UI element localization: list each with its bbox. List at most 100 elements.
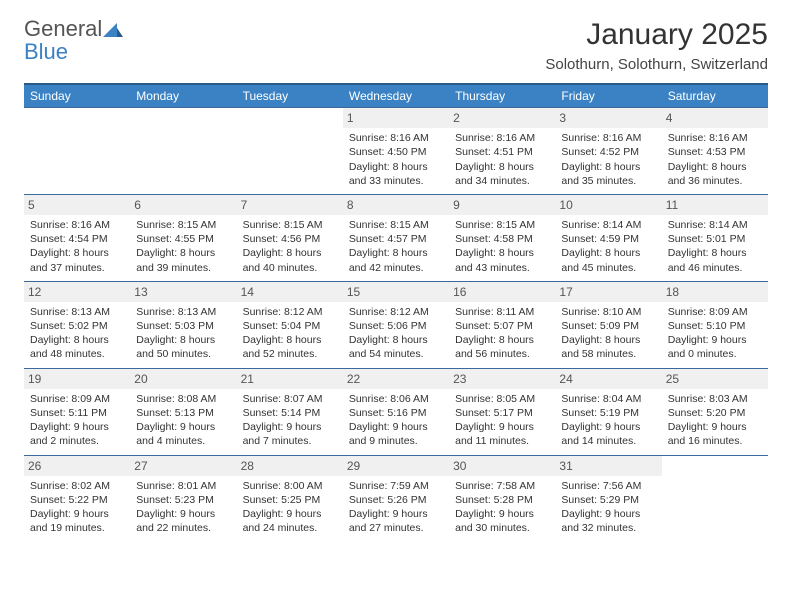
calendar-day-cell: 14Sunrise: 8:12 AMSunset: 5:04 PMDayligh… [237,281,343,368]
empty-day [24,108,130,124]
day-details: Sunrise: 7:59 AMSunset: 5:26 PMDaylight:… [349,479,443,536]
calendar-day-cell: 23 Sunrise: 8:05 AMSunset: 5:17 PMDayligh… [449,368,555,455]
calendar-day-cell: 30Sunrise: 7:58 AMSunset: 5:28 PMDayligh… [449,455,555,541]
day-number: 7 [237,195,343,215]
empty-day [662,456,768,472]
day-number: 1 [343,108,449,128]
day-number: 28 [237,456,343,476]
dow-wednesday: Wednesday [343,84,449,108]
day-number: 11 [662,195,768,215]
day-number: 17 [555,282,661,302]
day-details: Sunrise: 8:01 AMSunset: 5:23 PMDaylight:… [136,479,230,536]
location-text: Solothurn, Solothurn, Switzerland [545,56,768,73]
day-number: 27 [130,456,236,476]
day-number: 10 [555,195,661,215]
day-details: Sunrise: 8:12 AMSunset: 5:04 PMDaylight:… [243,305,337,362]
day-number: 13 [130,282,236,302]
day-number: 15 [343,282,449,302]
calendar-day-cell: 20 Sunrise: 8:08 AMSunset: 5:13 PMDayligh… [130,368,236,455]
day-details: Sunrise: 8:02 AMSunset: 5:22 PMDaylight:… [30,479,124,536]
brand-name: General Blue [24,18,123,63]
calendar-day-cell [24,108,130,195]
day-number: 6 [130,195,236,215]
day-number: 23 [449,369,555,389]
calendar-day-cell: 25Sunrise: 8:03 AMSunset: 5:20 PMDayligh… [662,368,768,455]
day-number: 20 [130,369,236,389]
day-details: Sunrise: 8:08 AMSunset: 5:13 PMDaylight:… [136,392,230,449]
calendar-day-cell: 22 Sunrise: 8:06 AMSunset: 5:16 PMDayligh… [343,368,449,455]
calendar-day-cell: 13 Sunrise: 8:13 AMSunset: 5:03 PMDayligh… [130,281,236,368]
day-number: 4 [662,108,768,128]
day-number: 31 [555,456,661,476]
day-details: Sunrise: 8:11 AMSunset: 5:07 PMDaylight:… [455,305,549,362]
day-number: 21 [237,369,343,389]
day-details: Sunrise: 8:15 AMSunset: 4:55 PMDaylight:… [136,218,230,275]
dow-tuesday: Tuesday [237,84,343,108]
day-details: Sunrise: 8:16 AMSunset: 4:51 PMDaylight:… [455,131,549,188]
day-details: Sunrise: 8:05 AMSunset: 5:17 PMDaylight:… [455,392,549,449]
calendar-day-cell: 26 Sunrise: 8:02 AMSunset: 5:22 PMDayligh… [24,455,130,541]
day-details: Sunrise: 8:10 AMSunset: 5:09 PMDaylight:… [561,305,655,362]
day-number: 30 [449,456,555,476]
day-number: 2 [449,108,555,128]
calendar-day-cell: 24Sunrise: 8:04 AMSunset: 5:19 PMDayligh… [555,368,661,455]
dow-monday: Monday [130,84,236,108]
day-details: Sunrise: 8:14 AMSunset: 4:59 PMDaylight:… [561,218,655,275]
calendar-page: General Blue January 2025 Solothurn, Sol… [0,0,792,559]
day-details: Sunrise: 8:16 AMSunset: 4:52 PMDaylight:… [561,131,655,188]
day-number: 9 [449,195,555,215]
calendar-day-cell [662,455,768,541]
day-number: 12 [24,282,130,302]
calendar-day-cell: 2 Sunrise: 8:16 AMSunset: 4:51 PMDaylight… [449,108,555,195]
month-title: January 2025 [545,18,768,52]
calendar-day-cell: 27 Sunrise: 8:01 AMSunset: 5:23 PMDayligh… [130,455,236,541]
brand-name-part1: General [24,16,102,41]
day-details: Sunrise: 8:09 AMSunset: 5:11 PMDaylight:… [30,392,124,449]
day-details: Sunrise: 8:15 AMSunset: 4:56 PMDaylight:… [243,218,337,275]
day-number: 8 [343,195,449,215]
empty-day [237,108,343,124]
calendar-week-row: 26 Sunrise: 8:02 AMSunset: 5:22 PMDayligh… [24,455,768,541]
day-details: Sunrise: 8:15 AMSunset: 4:58 PMDaylight:… [455,218,549,275]
day-details: Sunrise: 8:09 AMSunset: 5:10 PMDaylight:… [668,305,762,362]
day-number: 16 [449,282,555,302]
day-details: Sunrise: 8:16 AMSunset: 4:53 PMDaylight:… [668,131,762,188]
calendar-day-cell: 6 Sunrise: 8:15 AMSunset: 4:55 PMDaylight… [130,194,236,281]
calendar-day-cell: 10 Sunrise: 8:14 AMSunset: 4:59 PMDayligh… [555,194,661,281]
day-details: Sunrise: 8:12 AMSunset: 5:06 PMDaylight:… [349,305,443,362]
day-details: Sunrise: 8:03 AMSunset: 5:20 PMDaylight:… [668,392,762,449]
calendar-day-cell: 11 Sunrise: 8:14 AMSunset: 5:01 PMDayligh… [662,194,768,281]
calendar-day-cell: 16 Sunrise: 8:11 AMSunset: 5:07 PMDayligh… [449,281,555,368]
day-number: 19 [24,369,130,389]
brand-logo: General Blue [24,18,123,63]
day-details: Sunrise: 8:06 AMSunset: 5:16 PMDaylight:… [349,392,443,449]
day-details: Sunrise: 8:13 AMSunset: 5:03 PMDaylight:… [136,305,230,362]
calendar-day-cell: 31 Sunrise: 7:56 AMSunset: 5:29 PMDayligh… [555,455,661,541]
calendar-day-cell [237,108,343,195]
day-details: Sunrise: 8:00 AMSunset: 5:25 PMDaylight:… [243,479,337,536]
brand-name-part2: Blue [24,39,68,64]
day-details: Sunrise: 8:15 AMSunset: 4:57 PMDaylight:… [349,218,443,275]
day-details: Sunrise: 7:56 AMSunset: 5:29 PMDaylight:… [561,479,655,536]
day-details: Sunrise: 8:16 AMSunset: 4:50 PMDaylight:… [349,131,443,188]
dow-friday: Friday [555,84,661,108]
calendar-week-row: 1 Sunrise: 8:16 AMSunset: 4:50 PMDaylight… [24,108,768,195]
calendar-day-cell: 28 Sunrise: 8:00 AMSunset: 5:25 PMDayligh… [237,455,343,541]
day-details: Sunrise: 8:14 AMSunset: 5:01 PMDaylight:… [668,218,762,275]
dow-thursday: Thursday [449,84,555,108]
day-of-week-row: Sunday Monday Tuesday Wednesday Thursday… [24,84,768,108]
day-number: 18 [662,282,768,302]
day-details: Sunrise: 8:13 AMSunset: 5:02 PMDaylight:… [30,305,124,362]
day-number: 22 [343,369,449,389]
calendar-week-row: 5Sunrise: 8:16 AMSunset: 4:54 PMDaylight… [24,194,768,281]
day-number: 26 [24,456,130,476]
calendar-body: 1 Sunrise: 8:16 AMSunset: 4:50 PMDaylight… [24,108,768,542]
calendar-day-cell: 9 Sunrise: 8:15 AMSunset: 4:58 PMDaylight… [449,194,555,281]
calendar-week-row: 19 Sunrise: 8:09 AMSunset: 5:11 PMDayligh… [24,368,768,455]
day-details: Sunrise: 8:07 AMSunset: 5:14 PMDaylight:… [243,392,337,449]
calendar-day-cell: 8 Sunrise: 8:15 AMSunset: 4:57 PMDaylight… [343,194,449,281]
calendar-day-cell: 4 Sunrise: 8:16 AMSunset: 4:53 PMDaylight… [662,108,768,195]
calendar-day-cell [130,108,236,195]
calendar-day-cell: 17 Sunrise: 8:10 AMSunset: 5:09 PMDayligh… [555,281,661,368]
calendar-day-cell: 15 Sunrise: 8:12 AMSunset: 5:06 PMDayligh… [343,281,449,368]
